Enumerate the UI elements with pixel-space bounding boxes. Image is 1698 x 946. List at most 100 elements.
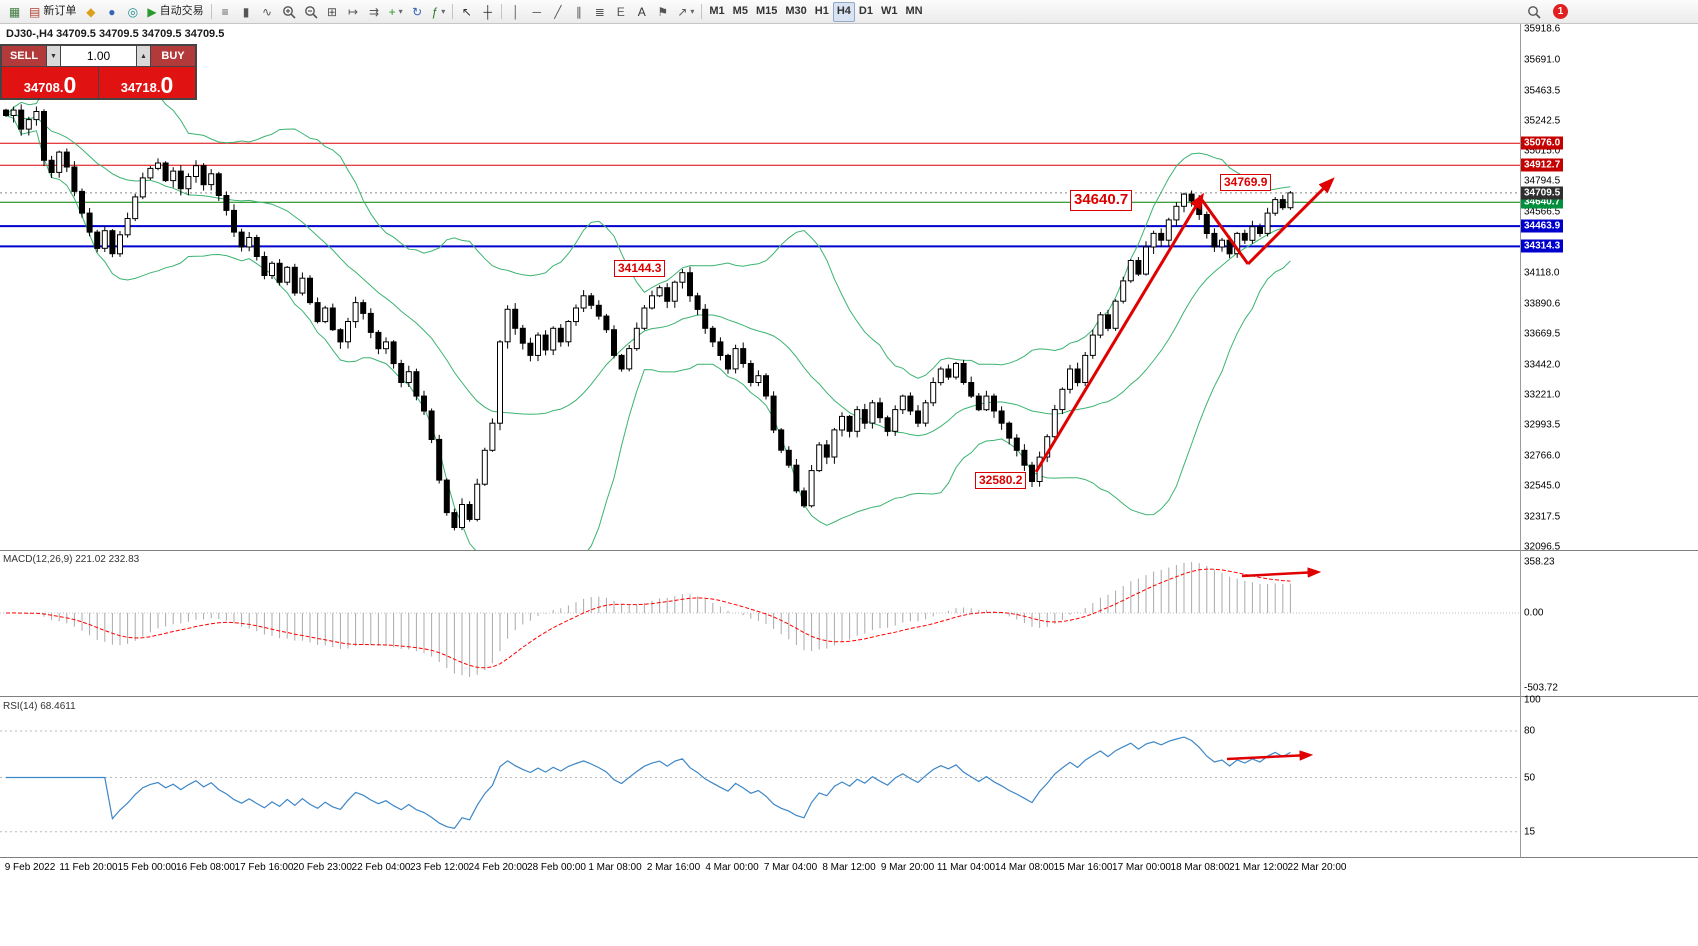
- timeframe-m1-button[interactable]: M1: [709, 5, 725, 17]
- tile-windows-button[interactable]: ⊞: [322, 2, 343, 22]
- price-axis-label: 33890.6: [1524, 298, 1561, 310]
- macd-axis-label: -503.72: [1524, 682, 1558, 694]
- price-note-annotation[interactable]: 34769.9: [1220, 174, 1272, 191]
- bid-price: 34708.: [23, 79, 64, 95]
- autotrading-button-label: 自动交易: [159, 5, 204, 17]
- buy-button[interactable]: BUY: [151, 46, 195, 66]
- new-order-button-label: 新订单: [43, 5, 77, 17]
- crosshair-icon: ┼: [483, 4, 493, 19]
- time-axis-label: 28 Feb 00:00: [527, 862, 586, 873]
- volume-down-button[interactable]: ▼: [47, 46, 60, 66]
- indicators-button[interactable]: ƒ ▾: [428, 2, 450, 22]
- chart-shift-button[interactable]: ⇉: [364, 2, 385, 22]
- price-level-tag: 34912.7: [1521, 158, 1564, 172]
- timeframe-m5-button[interactable]: M5: [732, 5, 748, 17]
- timeframe-m30-button[interactable]: M30: [785, 5, 807, 17]
- rsi-axis-label: 50: [1524, 772, 1536, 783]
- price-note-annotation[interactable]: 34640.7: [1070, 190, 1133, 211]
- volume-input[interactable]: 1.00: [61, 46, 136, 66]
- price-note-annotation[interactable]: 34144.3: [614, 260, 666, 277]
- chart-window[interactable]: DJ30-,H4 34709.5 34709.5 34709.5 34709.5…: [0, 24, 1698, 946]
- cursor-icon: ↖: [461, 4, 472, 19]
- time-axis-label: 14 Mar 08:00: [995, 862, 1054, 873]
- candlestick-chart-button[interactable]: ▮: [236, 2, 257, 22]
- trend-arrow[interactable]: [1034, 177, 1335, 473]
- zoom-out-button[interactable]: [300, 2, 322, 22]
- time-axis-label: 22 Mar 20:00: [1287, 862, 1347, 873]
- symbol-info: DJ30-,H4 34709.5 34709.5 34709.5 34709.5: [6, 28, 225, 40]
- price-axis-label: 34566.5: [1524, 206, 1561, 218]
- toolbar: ▦ ▤ 新订单 ◆ ● ◎ ▶ 自动交易 ≡ ▮ ∿ ⊞ ↦ ⇉ + ▾ ↻ ƒ ▾ ↖ ┼ │ ─ ╱ ∥ ≣ E A ⚑ ↗ ▾ M1 M…: [0, 0, 1698, 24]
- macd-histogram: [13, 562, 1291, 677]
- bid-price-button[interactable]: 34708. 0: [2, 67, 98, 98]
- panel-separators[interactable]: [0, 24, 1698, 858]
- auto-scroll-button[interactable]: ↦: [343, 2, 364, 22]
- rsi-panel: [0, 730, 1520, 833]
- horizontal-line-button[interactable]: ─: [526, 2, 547, 22]
- rsi-axis-label: 15: [1524, 826, 1536, 838]
- price-level-tag: 35076.0: [1521, 136, 1564, 150]
- cursor-button[interactable]: ↖: [456, 2, 477, 22]
- sell-button[interactable]: SELL: [2, 46, 46, 66]
- macd-indicator-label: MACD(12,26,9) 221.02 232.83: [3, 554, 140, 565]
- price-axis-label: 34118.0: [1524, 267, 1560, 279]
- autotrading-button-button[interactable]: ▶ 自动交易: [143, 2, 207, 22]
- line-chart-button[interactable]: ∿: [257, 2, 278, 22]
- price-axis-label: 33442.0: [1524, 359, 1561, 371]
- price-level-tag: 34463.9: [1521, 219, 1564, 233]
- equidistant-button[interactable]: E: [610, 2, 631, 22]
- auto-scroll-icon: ↦: [348, 4, 359, 19]
- macd-signal-line: [5, 568, 1291, 669]
- text-button[interactable]: A: [631, 2, 652, 22]
- timeframe-w1-button[interactable]: W1: [880, 5, 898, 17]
- period-clock-button[interactable]: ↻: [407, 2, 428, 22]
- macd-panel: [0, 562, 1520, 677]
- dropdown-caret-icon: ▾: [690, 6, 695, 16]
- price-axis-label: 35015.0: [1524, 145, 1561, 157]
- period-clock-icon: ↻: [412, 4, 423, 19]
- time-axis-label: 17 Feb 16:00: [234, 862, 294, 873]
- volume-up-button[interactable]: ▲: [137, 46, 150, 66]
- new-chart-button[interactable]: ▦: [4, 2, 25, 22]
- timeframe-h1-button[interactable]: H1: [814, 5, 829, 17]
- price-axis-label: 34794.5: [1524, 175, 1561, 187]
- search-button[interactable]: [1523, 2, 1545, 22]
- time-axis-label: 1 Mar 08:00: [588, 862, 642, 873]
- rsi-axis-label: 100: [1524, 694, 1541, 706]
- new-order-button-button[interactable]: ▤ 新订单: [25, 2, 80, 22]
- zoom-in-button[interactable]: [278, 2, 300, 22]
- notification-badge[interactable]: 1: [1553, 4, 1568, 19]
- trendline-button[interactable]: ╱: [547, 2, 568, 22]
- arrows-tool-button[interactable]: ↗ ▾: [673, 2, 698, 22]
- rsi-arrow[interactable]: [1226, 750, 1314, 761]
- fibonacci-button[interactable]: ≣: [589, 2, 610, 22]
- price-axis-label: 32545.0: [1524, 480, 1561, 492]
- channel-button[interactable]: ∥: [568, 2, 589, 22]
- price-axis-label: 35691.0: [1524, 54, 1561, 66]
- macd-arrow[interactable]: [1241, 567, 1322, 578]
- price-note-annotation[interactable]: 32580.2: [975, 472, 1027, 489]
- crosshair-button[interactable]: ┼: [477, 2, 498, 22]
- time-axis-label: 11 Mar 04:00: [936, 862, 996, 873]
- price-axis-label: 33221.0: [1524, 389, 1561, 401]
- rsi-line: [6, 736, 1291, 829]
- bar-chart-button[interactable]: ≡: [215, 2, 236, 22]
- timeframe-d1-button[interactable]: D1: [858, 5, 873, 17]
- text-label-button[interactable]: ⚑: [652, 2, 673, 22]
- vertical-line-button[interactable]: │: [505, 2, 526, 22]
- ask-price-button[interactable]: 34718. 0: [99, 67, 195, 98]
- time-axis-label: 9 Mar 20:00: [880, 862, 935, 873]
- metaeditor-button[interactable]: ◆: [80, 2, 101, 22]
- market-watch-icon: ●: [108, 4, 116, 19]
- timeframe-mn-button[interactable]: MN: [905, 5, 923, 17]
- price-axis-label: 35242.5: [1524, 115, 1561, 127]
- fibonacci-icon: ≣: [594, 4, 605, 19]
- new-window-button[interactable]: + ▾: [385, 2, 407, 22]
- timeframe-m15-button[interactable]: M15: [755, 5, 778, 17]
- market-watch-button[interactable]: ●: [101, 2, 122, 22]
- trendline-icon: ╱: [554, 4, 562, 19]
- timeframe-h4-button[interactable]: H4: [832, 1, 855, 22]
- community-button[interactable]: ◎: [122, 2, 143, 22]
- bar-chart-icon: ≡: [221, 4, 229, 19]
